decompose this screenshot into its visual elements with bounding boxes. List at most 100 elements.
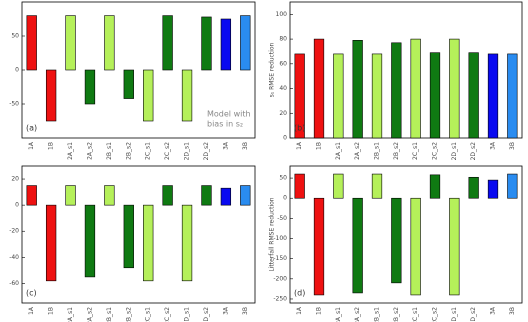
x-tick-label: 2D_s2 bbox=[203, 307, 210, 322]
y-tick-label: 50 bbox=[279, 175, 287, 182]
bar bbox=[84, 204, 96, 278]
y-tick-label: 0 bbox=[283, 135, 287, 142]
x-tick-label: 3A bbox=[490, 141, 497, 150]
x-tick-label: 2C_s2 bbox=[164, 307, 171, 322]
x-tick-label: 2B_s1 bbox=[106, 307, 113, 322]
x-tick-label: 2C_s1 bbox=[412, 307, 419, 322]
x-tick-label: 2B_s2 bbox=[393, 142, 400, 160]
x-tick-label: 2D_s2 bbox=[470, 142, 477, 161]
bar bbox=[487, 179, 499, 199]
x-tick-label: 1A bbox=[296, 306, 303, 315]
bar bbox=[333, 53, 344, 139]
panel-label: (d) bbox=[294, 289, 305, 298]
bar bbox=[162, 185, 173, 206]
x-tick-label: 2C_s1 bbox=[145, 142, 152, 160]
plot-frame bbox=[289, 1, 523, 139]
x-tick-label: 2A_s1 bbox=[67, 142, 74, 160]
x-tick-label: 3A bbox=[222, 141, 229, 150]
y-tick-label: 100 bbox=[276, 11, 288, 18]
bar bbox=[391, 42, 402, 139]
x-tick-label: 3B bbox=[509, 307, 516, 315]
x-tick-label: 1A bbox=[28, 141, 35, 150]
x-tick-label: 2A_s2 bbox=[354, 307, 361, 322]
x-tick-label: 2A_s1 bbox=[67, 307, 74, 322]
bar bbox=[507, 173, 518, 199]
y-tick-label: 20 bbox=[11, 176, 19, 183]
bar bbox=[220, 187, 232, 206]
y-tick-label: 20 bbox=[279, 110, 287, 117]
bar bbox=[352, 40, 363, 139]
x-tick-label: 3A bbox=[222, 306, 229, 315]
x-tick-label: 2D_s1 bbox=[184, 307, 191, 322]
x-tick-label: 1A bbox=[296, 141, 303, 150]
x-tick-label: 2B_s2 bbox=[125, 142, 132, 160]
bar bbox=[162, 15, 173, 71]
x-tick-label: 2D_s2 bbox=[470, 307, 477, 322]
bar bbox=[371, 173, 383, 199]
bar bbox=[84, 69, 96, 105]
y-tick-label: -20 bbox=[9, 228, 19, 235]
x-tick-label: 1B bbox=[48, 307, 55, 315]
x-tick-label: 2A_s2 bbox=[86, 307, 93, 322]
bar bbox=[410, 197, 421, 296]
bar bbox=[45, 204, 57, 282]
bar bbox=[429, 52, 441, 139]
y-tick-label: 80 bbox=[279, 36, 287, 43]
y-tick-label: 60 bbox=[279, 60, 287, 67]
bar bbox=[104, 185, 115, 206]
bar bbox=[181, 69, 193, 122]
bar bbox=[181, 204, 193, 282]
bar bbox=[449, 38, 460, 139]
y-tick-label: 0 bbox=[283, 195, 287, 202]
bar bbox=[104, 15, 115, 71]
bar bbox=[487, 53, 499, 139]
panel-label: (a) bbox=[26, 124, 37, 133]
x-tick-label: 3B bbox=[242, 307, 249, 315]
panel-label: (c) bbox=[26, 289, 37, 298]
y-tick-label: 0 bbox=[15, 67, 19, 74]
bar bbox=[313, 197, 325, 296]
x-tick-label: 2C_s2 bbox=[432, 142, 439, 160]
x-tick-label: 2A_s2 bbox=[86, 142, 93, 160]
bar bbox=[123, 204, 134, 269]
x-tick-label: 2D_s2 bbox=[203, 142, 210, 161]
bar bbox=[468, 52, 479, 139]
y-tick-label: -250 bbox=[273, 295, 287, 302]
plot-frame bbox=[21, 165, 256, 304]
x-tick-label: 1B bbox=[316, 142, 323, 150]
bar bbox=[143, 69, 154, 122]
y-tick-label: 50 bbox=[11, 33, 19, 40]
annotation: bias in s₂ bbox=[207, 120, 243, 129]
x-tick-label: 2B_s1 bbox=[106, 142, 113, 160]
bar bbox=[26, 15, 37, 71]
bar bbox=[294, 173, 305, 199]
x-tick-label: 2B_s2 bbox=[125, 307, 132, 322]
bar bbox=[201, 185, 212, 206]
y-tick-label: -50 bbox=[9, 101, 19, 108]
x-tick-label: 1B bbox=[48, 142, 55, 150]
x-tick-label: 1A bbox=[28, 306, 35, 315]
annotation: Model with bbox=[207, 110, 251, 119]
y-tick-label: 0 bbox=[15, 202, 19, 209]
bar bbox=[352, 197, 363, 294]
bar bbox=[410, 38, 421, 139]
x-tick-label: 3B bbox=[509, 142, 516, 150]
y-tick-label: 40 bbox=[279, 85, 287, 92]
y-tick-label: -100 bbox=[273, 235, 287, 242]
bar bbox=[449, 197, 460, 296]
bar bbox=[143, 204, 154, 282]
y-tick-label: -150 bbox=[273, 255, 287, 262]
bar bbox=[313, 38, 325, 139]
bar bbox=[220, 18, 232, 71]
y-tick-label: -40 bbox=[9, 254, 19, 261]
bar bbox=[391, 197, 402, 284]
bar bbox=[65, 185, 76, 206]
plot-frame bbox=[289, 165, 523, 304]
bar bbox=[429, 174, 441, 199]
bar bbox=[45, 69, 57, 122]
x-tick-label: 3B bbox=[242, 142, 249, 150]
x-tick-label: 2B_s1 bbox=[374, 307, 381, 322]
x-tick-label: 3A bbox=[490, 306, 497, 315]
x-tick-label: 2B_s1 bbox=[374, 142, 381, 160]
